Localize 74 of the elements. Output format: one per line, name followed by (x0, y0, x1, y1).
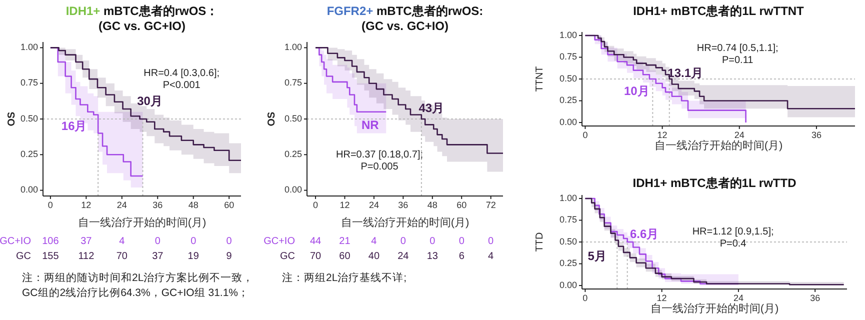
y-tick-label: 0.50 (559, 73, 577, 84)
x-tick-label: 48 (427, 200, 438, 210)
y-axis-title: OS (6, 111, 18, 126)
y-tick-label: 0.25 (559, 258, 577, 268)
x-tick-label: 24 (368, 200, 379, 210)
x-tick-label: 0 (313, 200, 318, 210)
annotation: HR=0.4 [0.3,0.6]; P<0.001 (144, 68, 220, 91)
y-tick-label: 0.25 (20, 149, 38, 160)
y-tick-label: 0.00 (284, 184, 302, 195)
annotation: HR=1.12 [0.9,1.5]; P=0.4 (692, 226, 774, 250)
y-tick-label: 1.00 (559, 30, 577, 40)
y-axis-title: OS (266, 111, 278, 126)
x-tick-label: 12 (657, 130, 668, 140)
x-tick-label: 36 (398, 200, 408, 210)
x-tick-label: 24 (733, 293, 744, 303)
chart-subtitle: (GC vs. GC+IO) (98, 19, 186, 33)
text: GC 70 60 40 24 13 6 4 (280, 251, 494, 262)
x-tick-label: 12 (81, 200, 92, 210)
chart-title: IDH1+ mBTC患者的rwOS： (66, 4, 218, 18)
text: 注：两组的随访时间和2L治疗方案比例不一致， (22, 271, 254, 284)
annotation: HR=0.74 [0.5,1.1]; P=0.11 (696, 42, 778, 66)
chart-title: FGFR2+ mBTC患者的rwOS: (326, 4, 484, 18)
x-tick-label: 24 (734, 130, 744, 140)
x-tick-label: 60 (456, 200, 467, 210)
x-axis-title: 自一线治疗开始的时间(月) (78, 216, 206, 229)
text: GC 155 112 70 37 19 9 (16, 251, 232, 262)
annotation: 43月 (418, 101, 444, 116)
annotation: 6.6月 (630, 227, 659, 242)
x-tick-label: 0 (582, 130, 588, 140)
x-tick-label: 36 (152, 200, 163, 210)
y-tick-label: 0.25 (559, 95, 577, 106)
y-tick-label: 1.00 (284, 42, 302, 52)
y-axis-title: TTD (534, 232, 546, 252)
x-tick-label: 24 (116, 200, 127, 210)
y-tick-label: 0.50 (284, 113, 302, 124)
x-tick-label: 0 (48, 200, 53, 210)
annotation: 30月 (137, 94, 162, 108)
x-axis-title: 自一线治疗开始的时间(月) (654, 139, 783, 152)
y-tick-label: 0.75 (20, 78, 38, 88)
annotation: HR=0.37 [0.18,0.7]; P=0.005 (336, 150, 424, 172)
y-tick-label: 0.50 (559, 236, 577, 246)
chart-subtitle: (GC vs. GC+IO) (361, 19, 449, 33)
annotation: NR (361, 118, 380, 132)
annotation: 10月 (624, 84, 650, 98)
text: 注：两组2L治疗基线不详; (282, 271, 407, 284)
chart-title: IDH1+ mBTC患者的1L rwTTD (632, 176, 797, 190)
x-tick-label: 48 (188, 200, 198, 210)
annotation: 13.1月 (668, 66, 704, 80)
x-axis-title: 自一线治疗开始的时间(月) (650, 302, 779, 315)
y-tick-label: 0.00 (559, 280, 577, 290)
y-tick-label: 1.00 (20, 42, 38, 52)
annotation: 5月 (588, 249, 606, 264)
x-tick-label: 12 (340, 200, 350, 210)
x-tick-label: 12 (656, 293, 667, 303)
y-tick-label: 0.25 (284, 149, 302, 160)
x-axis-title: 自一线治疗开始的时间(月) (340, 216, 470, 229)
y-axis-title: TTNT (534, 66, 546, 92)
x-tick-label: 0 (582, 293, 588, 303)
annotation: 16月 (61, 119, 87, 134)
y-tick-label: 0.75 (559, 52, 577, 62)
x-tick-label: 60 (224, 200, 234, 210)
x-tick-label: 36 (810, 293, 820, 303)
x-tick-label: 36 (811, 130, 822, 140)
y-tick-label: 0.00 (559, 116, 577, 127)
y-tick-label: 0.00 (20, 184, 38, 195)
text: GC组的2线治疗比例64.3%，GC+IO组 31.1%； (22, 286, 250, 299)
y-tick-label: 0.75 (559, 214, 577, 225)
y-tick-label: 0.75 (284, 78, 302, 88)
chart-title: IDH1+ mBTC患者的1L rwTTNT (633, 4, 805, 18)
text: GC+IO 44 21 4 0 0 0 0 (264, 236, 494, 247)
x-tick-label: 72 (486, 200, 496, 210)
y-tick-label: 0.50 (20, 113, 38, 124)
text: GC+IO 106 37 4 0 0 0 (0, 236, 232, 247)
y-tick-label: 1.00 (559, 192, 577, 203)
